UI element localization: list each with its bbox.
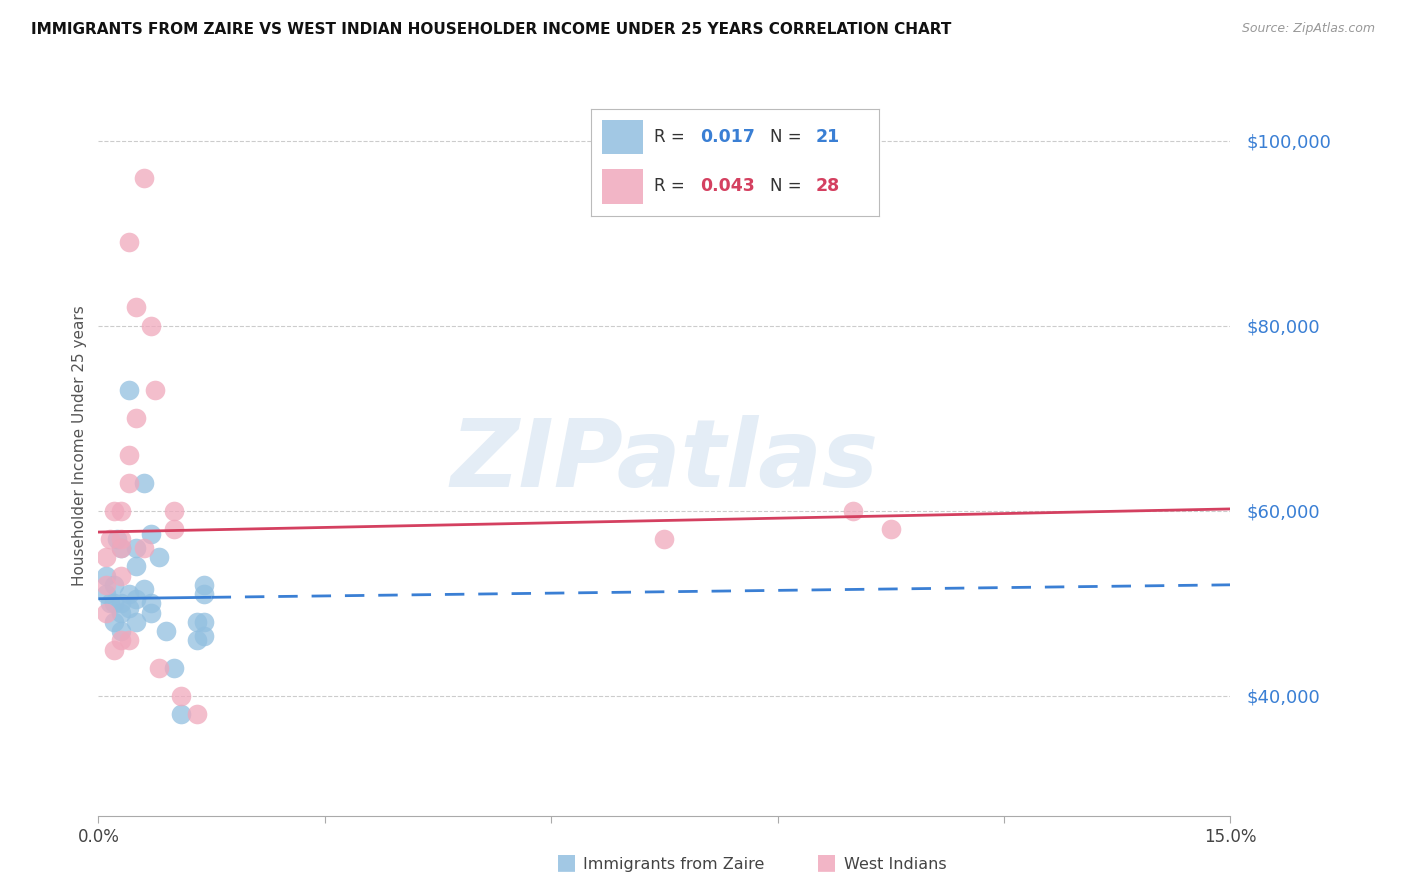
- Point: [193, 629, 215, 643]
- Point: [163, 522, 186, 536]
- Point: [125, 615, 148, 629]
- Text: Source: ZipAtlas.com: Source: ZipAtlas.com: [1241, 22, 1375, 36]
- Point: [132, 170, 155, 185]
- Point: [193, 615, 215, 629]
- Point: [110, 541, 132, 555]
- Text: Immigrants from Zaire: Immigrants from Zaire: [583, 857, 765, 872]
- Point: [117, 601, 139, 615]
- Point: [103, 504, 125, 518]
- Point: [94, 606, 117, 620]
- Point: [132, 476, 155, 491]
- Point: [110, 568, 132, 582]
- Point: [148, 661, 170, 675]
- Point: [103, 578, 125, 592]
- Point: [110, 606, 132, 620]
- Point: [117, 587, 139, 601]
- Point: [94, 568, 117, 582]
- Point: [141, 606, 163, 620]
- Point: [170, 707, 193, 722]
- Point: [141, 318, 163, 333]
- Point: [186, 707, 208, 722]
- Point: [125, 591, 148, 606]
- Point: [103, 642, 125, 657]
- Y-axis label: Householder Income Under 25 years: Householder Income Under 25 years: [72, 306, 87, 586]
- Point: [143, 384, 166, 398]
- Point: [103, 596, 125, 610]
- Point: [103, 615, 125, 629]
- Text: ■: ■: [557, 853, 576, 872]
- Point: [98, 596, 121, 610]
- Point: [186, 633, 208, 648]
- Point: [110, 532, 132, 546]
- Point: [110, 633, 132, 648]
- Point: [186, 615, 208, 629]
- Point: [170, 689, 193, 703]
- Point: [98, 532, 121, 546]
- Point: [652, 532, 676, 546]
- Point: [132, 582, 155, 597]
- Text: ■: ■: [817, 853, 837, 872]
- Point: [110, 624, 132, 639]
- Point: [94, 578, 117, 592]
- Point: [148, 549, 170, 565]
- Point: [141, 527, 163, 541]
- Point: [842, 504, 865, 518]
- Point: [880, 522, 903, 536]
- Point: [117, 476, 139, 491]
- Point: [94, 587, 117, 601]
- Point: [193, 578, 215, 592]
- Point: [163, 504, 186, 518]
- Point: [163, 661, 186, 675]
- Point: [117, 448, 139, 462]
- Point: [125, 411, 148, 425]
- Point: [117, 384, 139, 398]
- Point: [117, 633, 139, 648]
- Point: [117, 235, 139, 250]
- Point: [125, 541, 148, 555]
- Point: [110, 541, 132, 555]
- Point: [125, 559, 148, 574]
- Text: West Indians: West Indians: [844, 857, 946, 872]
- Point: [141, 596, 163, 610]
- Text: IMMIGRANTS FROM ZAIRE VS WEST INDIAN HOUSEHOLDER INCOME UNDER 25 YEARS CORRELATI: IMMIGRANTS FROM ZAIRE VS WEST INDIAN HOU…: [31, 22, 952, 37]
- Point: [110, 504, 132, 518]
- Point: [132, 541, 155, 555]
- Point: [110, 596, 132, 610]
- Point: [94, 549, 117, 565]
- Point: [155, 624, 177, 639]
- Point: [193, 587, 215, 601]
- Point: [125, 300, 148, 314]
- Text: ZIPatlas: ZIPatlas: [450, 415, 879, 507]
- Point: [105, 532, 128, 546]
